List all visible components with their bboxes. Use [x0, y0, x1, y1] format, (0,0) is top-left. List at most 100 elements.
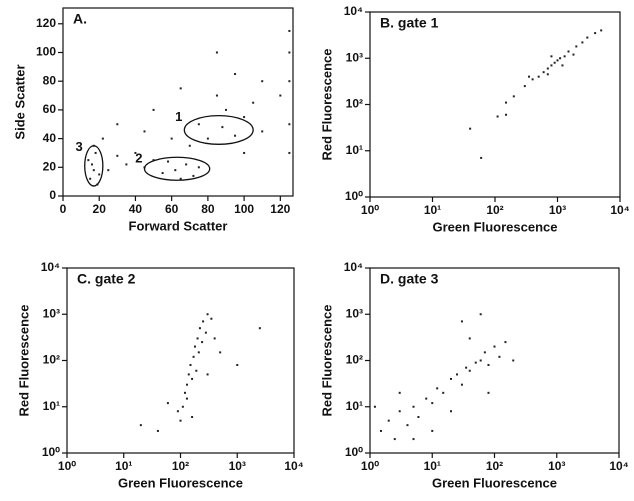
point — [221, 126, 224, 129]
point — [156, 429, 159, 432]
x-tick-label: 80 — [201, 202, 215, 216]
plot-frame — [369, 11, 621, 198]
y-tick-label: 10¹ — [43, 399, 60, 413]
y-axis-label: Red Fluorescence — [16, 305, 31, 417]
x-axis-label: Forward Scatter — [129, 218, 228, 233]
x-tick-label: 10³ — [229, 459, 246, 473]
point — [116, 123, 119, 126]
x-tick-label: 40 — [129, 202, 143, 216]
point — [188, 144, 191, 147]
y-tick-label: 100 — [36, 45, 56, 59]
plot-frame — [62, 7, 294, 197]
point — [581, 41, 584, 44]
point — [143, 130, 146, 133]
point — [189, 363, 192, 366]
point — [187, 373, 190, 376]
y-tick-label: 60 — [43, 102, 57, 116]
point — [483, 351, 486, 354]
point — [201, 341, 204, 344]
point — [125, 163, 128, 166]
point — [261, 80, 264, 83]
y-tick-label: 10⁰ — [42, 445, 60, 459]
point — [192, 174, 195, 177]
point — [195, 369, 198, 372]
point — [204, 331, 207, 334]
point — [185, 163, 188, 166]
point — [101, 137, 104, 140]
point — [206, 137, 209, 140]
point — [107, 169, 110, 172]
point — [572, 53, 575, 56]
point — [487, 363, 490, 366]
point — [498, 355, 501, 358]
x-tick-label: 100 — [234, 202, 254, 216]
x-tick-label: 10⁰ — [361, 459, 379, 473]
point — [206, 373, 209, 376]
point — [379, 429, 382, 432]
gate-label: 3 — [75, 139, 82, 154]
point — [170, 137, 173, 140]
plot-frame — [66, 267, 295, 454]
y-axis-label: Side Scatter — [12, 64, 27, 139]
x-tick-label: 10² — [172, 459, 189, 473]
y-tick-label: 20 — [43, 159, 57, 173]
point — [465, 366, 468, 369]
point — [236, 363, 239, 366]
point — [243, 116, 246, 119]
point — [134, 151, 137, 154]
point — [373, 405, 376, 408]
point — [288, 123, 291, 126]
point — [436, 387, 439, 390]
point — [523, 85, 526, 88]
point — [243, 151, 246, 154]
x-tick-label: 10¹ — [424, 203, 441, 217]
point — [449, 377, 452, 380]
point — [393, 438, 396, 441]
y-tick-label: 10¹ — [346, 399, 363, 413]
point — [183, 391, 186, 394]
point — [474, 361, 477, 364]
point — [546, 73, 549, 76]
point — [90, 163, 93, 166]
point — [487, 391, 490, 394]
point — [288, 29, 291, 32]
point — [542, 71, 545, 74]
x-axis-label: Green Fluorescence — [433, 219, 558, 234]
point — [185, 383, 188, 386]
point — [288, 80, 291, 83]
y-tick-label: 0 — [49, 188, 56, 202]
point — [505, 113, 508, 116]
point — [496, 115, 499, 118]
point — [166, 402, 169, 405]
point — [261, 130, 264, 133]
point — [197, 351, 200, 354]
point — [528, 75, 531, 78]
point — [460, 383, 463, 386]
point — [196, 337, 199, 340]
panel-title: C. gate 2 — [77, 271, 136, 287]
y-tick-label: 10³ — [346, 50, 363, 64]
point — [387, 419, 390, 422]
point — [412, 438, 415, 441]
point — [197, 123, 200, 126]
x-tick-label: 20 — [93, 202, 107, 216]
point — [193, 345, 196, 348]
y-tick-label: 40 — [43, 131, 57, 145]
x-tick-label: 10⁴ — [284, 459, 303, 473]
y-tick-label: 80 — [43, 73, 57, 87]
x-tick-label: 10⁰ — [361, 203, 379, 217]
point — [234, 73, 237, 76]
point — [206, 313, 209, 316]
point — [139, 424, 142, 427]
point — [92, 169, 95, 172]
point — [213, 337, 216, 340]
x-tick-label: 10⁴ — [610, 203, 629, 217]
point — [179, 87, 182, 90]
point — [94, 151, 97, 154]
point — [398, 391, 401, 394]
point — [442, 391, 445, 394]
point — [198, 327, 201, 330]
point — [431, 402, 434, 405]
point — [252, 101, 255, 104]
point — [537, 75, 540, 78]
